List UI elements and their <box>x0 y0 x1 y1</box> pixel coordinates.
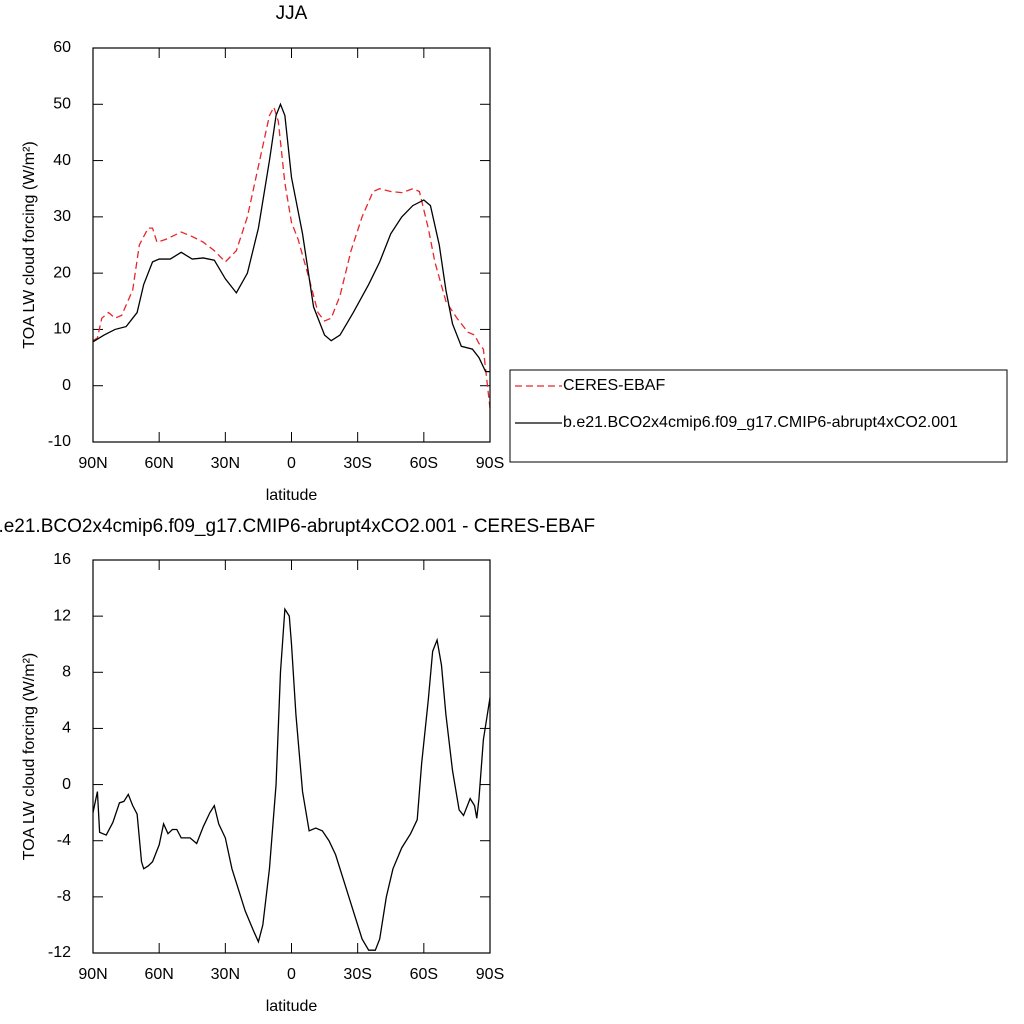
x-tick-label: 60N <box>144 966 173 983</box>
x-tick-label: 30N <box>211 966 240 983</box>
y-tick-label: -8 <box>57 888 71 905</box>
x-tick-label: 30S <box>343 455 371 472</box>
x-tick-label: 90N <box>78 455 107 472</box>
data-line <box>92 102 490 373</box>
legend-label: CERES-EBAF <box>563 377 665 394</box>
legend-label: b.e21.BCO2x4cmip6.f09_g17.CMIP6-abrupt4x… <box>563 414 958 431</box>
y-tick-label: 10 <box>53 321 71 338</box>
y-tick-label: 0 <box>62 776 71 793</box>
chart-title: JJA <box>276 3 308 24</box>
x-tick-label: 0 <box>287 966 296 983</box>
x-axis-label: latitude <box>266 487 318 504</box>
y-tick-label: -10 <box>48 433 71 450</box>
y-tick-label: 30 <box>53 208 71 225</box>
x-tick-label: 30N <box>211 455 240 472</box>
legend-box <box>509 369 1008 463</box>
y-tick-label: 12 <box>53 607 71 624</box>
y-tick-label: 0 <box>62 377 71 394</box>
y-tick-label: 20 <box>53 264 71 281</box>
y-tick-label: 8 <box>62 664 71 681</box>
x-tick-label: 60S <box>410 455 438 472</box>
x-tick-label: 30S <box>343 966 371 983</box>
x-tick-label: 60S <box>410 966 438 983</box>
x-tick-label: 90S <box>476 455 504 472</box>
chart-title: b.e21.BCO2x4cmip6.f09_g17.CMIP6-abrupt4x… <box>0 516 595 537</box>
x-tick-label: 90N <box>78 966 107 983</box>
x-tick-label: 0 <box>287 455 296 472</box>
y-tick-label: 50 <box>53 96 71 113</box>
x-axis-label: latitude <box>266 998 318 1015</box>
x-tick-label: 60N <box>144 455 173 472</box>
plot-frame <box>92 559 491 954</box>
y-axis-label: TOA LW cloud forcing (W/m²) <box>21 141 38 348</box>
data-line <box>92 607 491 951</box>
x-tick-label: 90S <box>476 966 504 983</box>
y-tick-label: 4 <box>62 720 71 737</box>
data-line <box>92 105 491 409</box>
y-tick-label: -4 <box>57 832 71 849</box>
y-tick-label: -12 <box>48 944 71 961</box>
plot-frame <box>92 47 491 443</box>
y-tick-label: 60 <box>53 39 71 56</box>
y-tick-label: 40 <box>53 152 71 169</box>
y-tick-label: 16 <box>53 551 71 568</box>
y-axis-label: TOA LW cloud forcing (W/m²) <box>21 653 38 860</box>
